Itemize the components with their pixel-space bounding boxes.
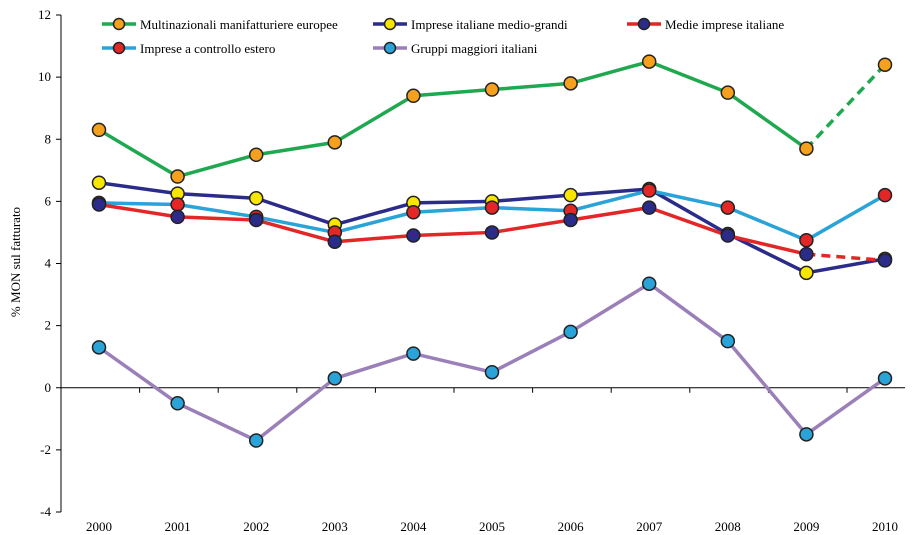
series-line <box>98 202 807 256</box>
series-point <box>406 346 421 361</box>
legend-item: Imprese italiane medio-grandi <box>373 17 568 32</box>
y-tick-label: 4 <box>45 256 52 271</box>
x-tick-label: 2010 <box>872 519 898 534</box>
y-tick-label: 0 <box>45 380 52 395</box>
series-point <box>484 82 500 97</box>
series-point <box>91 197 107 212</box>
series-point <box>170 209 185 225</box>
series-point <box>720 333 736 349</box>
legend-label: Medie imprese italiane <box>665 17 784 32</box>
series-point <box>406 204 421 220</box>
series-point <box>406 88 421 104</box>
x-tick-label: 2002 <box>243 519 269 534</box>
series-point <box>327 135 343 150</box>
legend-swatch-marker <box>112 41 126 55</box>
y-tick-label: 8 <box>45 131 52 146</box>
y-tick-label: -2 <box>40 442 51 457</box>
series-point <box>484 200 500 215</box>
series-point <box>248 433 264 448</box>
series-point <box>406 228 421 243</box>
series-point <box>641 276 657 291</box>
series-point <box>799 265 814 281</box>
series-line-dashed <box>805 63 887 150</box>
series-point <box>484 364 500 380</box>
x-tick-label: 2007 <box>636 519 663 534</box>
series-point <box>170 197 185 212</box>
legend-label: Imprese a controllo estero <box>140 41 275 56</box>
series-point <box>877 187 893 203</box>
axes: -4 -2 0 2 4 6 8 10 12 2000 2001 2002 2003 2004 2005 200… <box>38 7 905 534</box>
x-tick-label: 2006 <box>558 519 585 534</box>
series-point <box>248 212 264 228</box>
x-tick-label: 2009 <box>793 519 819 534</box>
y-tick-label: -4 <box>40 504 51 519</box>
series-point <box>720 85 736 100</box>
series-point <box>91 122 107 138</box>
x-tick-label: 2000 <box>86 519 112 534</box>
series-point <box>170 396 185 411</box>
series-point <box>799 246 814 262</box>
y-axis-title: % MON sul fatturato <box>8 207 23 317</box>
series-point <box>563 212 578 228</box>
legend-swatch-marker <box>637 17 651 31</box>
series-point <box>327 234 343 250</box>
series-point <box>641 183 657 198</box>
y-tick-label: 2 <box>45 318 52 333</box>
series-point <box>799 427 814 442</box>
legend-label: Imprese italiane medio-grandi <box>411 17 568 32</box>
x-tick-label: 2005 <box>479 519 505 534</box>
series-lines <box>97 59 887 443</box>
series-point <box>327 371 343 386</box>
y-tick-label: 6 <box>45 193 52 208</box>
series-point <box>563 324 578 340</box>
series-point <box>720 200 736 215</box>
series-point <box>799 232 814 248</box>
y-tick-label: 10 <box>38 69 51 84</box>
legend-swatch-marker <box>112 17 126 31</box>
series-point <box>641 54 657 69</box>
series-markers <box>91 54 893 448</box>
legend-item: Multinazionali manifatturiere europee <box>102 17 338 32</box>
legend: Multinazionali manifatturiere europee Imp… <box>102 17 784 56</box>
legend-swatch-marker <box>383 17 397 31</box>
series-point <box>484 225 500 240</box>
series-point <box>641 200 657 215</box>
legend-label: Gruppi maggiori italiani <box>411 41 538 56</box>
series-line <box>97 281 887 443</box>
x-tick-label: 2004 <box>400 519 427 534</box>
series-line-dashed <box>806 252 886 263</box>
series-point <box>248 147 264 163</box>
legend-swatch-marker <box>383 41 397 55</box>
series-line <box>98 59 808 179</box>
series-point <box>91 175 107 190</box>
series-point <box>877 57 893 72</box>
series-point <box>91 340 107 355</box>
legend-item: Imprese a controllo estero <box>102 41 275 56</box>
series-point <box>248 191 264 206</box>
series-point <box>170 169 185 184</box>
series-point <box>799 141 814 156</box>
legend-item: Gruppi maggiori italiani <box>373 41 538 56</box>
x-tick-label: 2001 <box>165 519 191 534</box>
series-point <box>877 371 893 386</box>
series-point <box>563 187 578 203</box>
x-tick-label: 2003 <box>322 519 348 534</box>
x-tick-label: 2008 <box>715 519 741 534</box>
series-point <box>563 76 578 91</box>
series-point <box>720 228 736 243</box>
y-tick-label: 12 <box>38 7 51 22</box>
legend-item: Medie imprese italiane <box>627 17 784 32</box>
series-point <box>877 253 893 268</box>
legend-label: Multinazionali manifatturiere europee <box>140 17 338 32</box>
